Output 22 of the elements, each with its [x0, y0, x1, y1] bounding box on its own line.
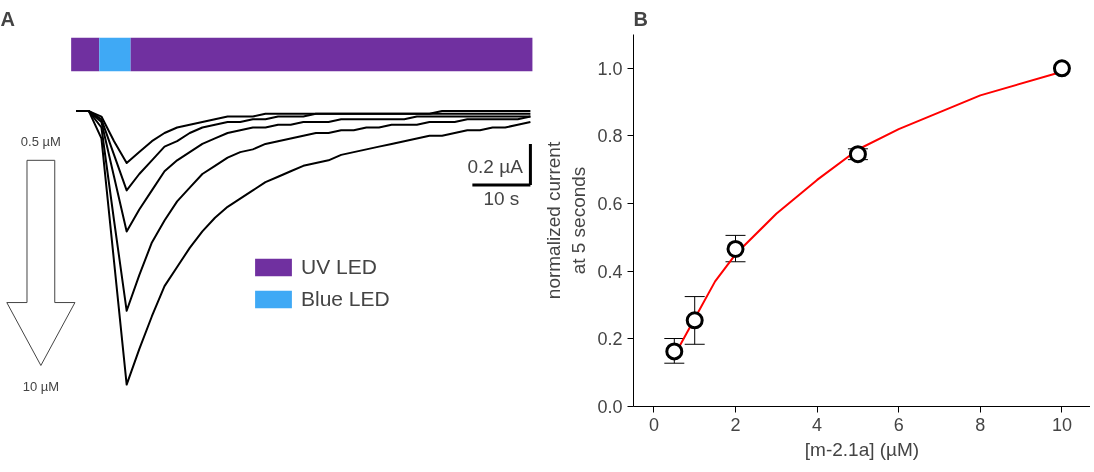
y-tick-label: 0.8: [597, 126, 623, 147]
x-tick-label: 8: [975, 414, 986, 435]
x-axis-title: [m-2.1a] (µM): [804, 438, 920, 460]
x-tick-label: 6: [893, 414, 904, 435]
text: 0.5 µM: [20, 134, 61, 150]
chart-title: A: [0, 7, 15, 30]
y-tick-label: 0.4: [597, 261, 623, 282]
y-tick-label: 1.0: [597, 58, 623, 79]
legend-label: Blue LED: [301, 287, 390, 311]
y-tick-label: 0.6: [597, 194, 623, 215]
y-tick-label: 0.2: [597, 329, 623, 350]
y-axis-title: normalized current at 5 seconds: [543, 141, 590, 300]
annotation: 0.2 µA: [467, 155, 524, 177]
chart-title: B: [633, 7, 648, 30]
x-tick-label: 2: [730, 414, 741, 435]
x-tick-label: 4: [812, 414, 823, 435]
legend-label: UV LED: [301, 255, 377, 279]
x-tick-label: 0: [648, 414, 659, 435]
text: 10 µM: [22, 379, 60, 395]
y-tick-label: 0.0: [597, 397, 623, 417]
x-tick-label: 10: [1051, 414, 1072, 435]
annotation: 10 s: [483, 187, 520, 209]
